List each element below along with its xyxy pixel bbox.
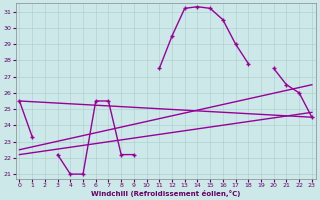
- X-axis label: Windchill (Refroidissement éolien,°C): Windchill (Refroidissement éolien,°C): [91, 190, 240, 197]
